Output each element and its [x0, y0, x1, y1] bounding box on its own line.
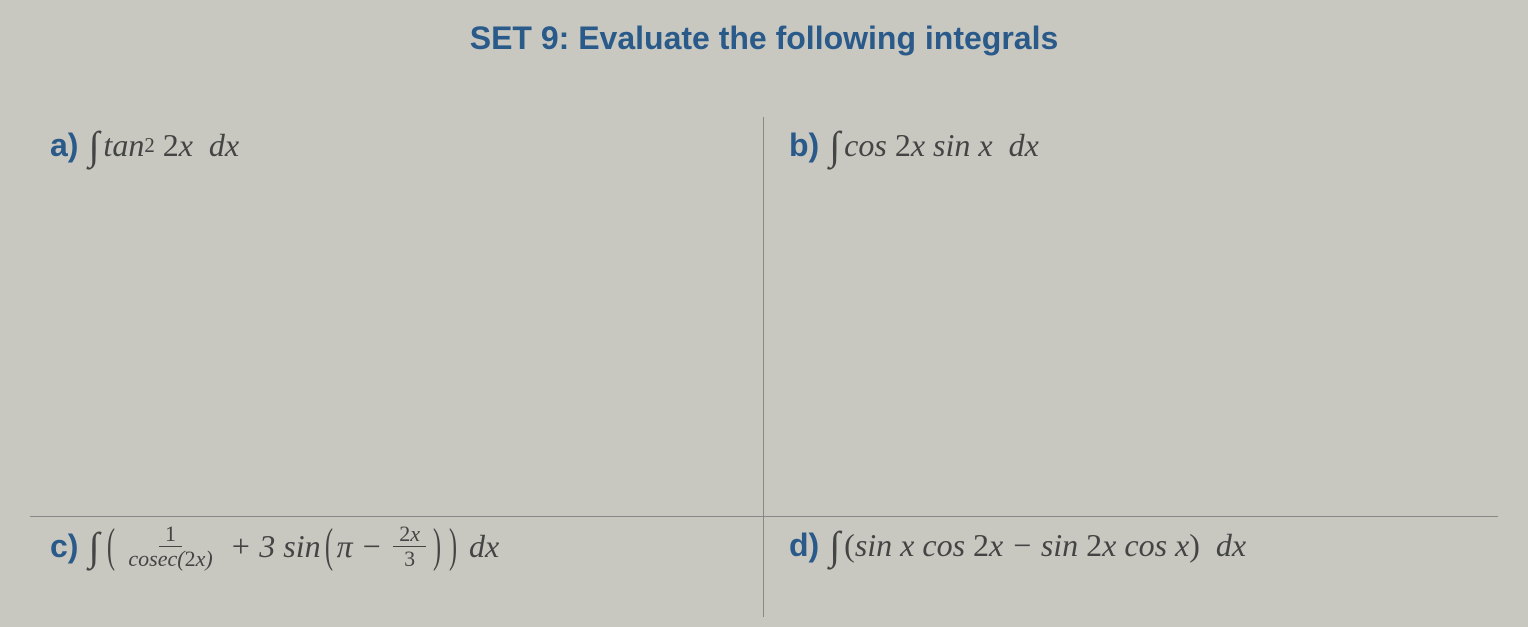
math-text [914, 527, 922, 564]
math-text: cos [922, 527, 965, 564]
problem-expression-d: ∫ (sin x cos 2x − sin 2x cos x) dx [829, 522, 1246, 569]
frac-den: cosec(2x) [122, 547, 218, 571]
math-text: x [900, 527, 914, 564]
math-text: cos [844, 127, 887, 164]
problem-c: c) ∫ ( 1 cosec(2x) + 3 sin ( π − [50, 522, 743, 571]
math-text: π [337, 528, 353, 565]
math-text [1003, 527, 1011, 564]
math-text: 2 [163, 127, 179, 164]
problem-cell-c: c) ∫ ( 1 cosec(2x) + 3 sin ( π − [30, 517, 764, 617]
math-text [887, 127, 895, 164]
rparen: ) [433, 527, 441, 565]
math-text [193, 127, 209, 164]
problem-expression-c: ∫ ( 1 cosec(2x) + 3 sin ( π − 2x 3 [88, 522, 499, 571]
math-text [1078, 527, 1086, 564]
lparen: ( [844, 527, 855, 564]
math-text: x [978, 127, 992, 164]
math-text [925, 127, 933, 164]
math-text: ) [205, 546, 212, 571]
fraction: 1 cosec(2x) [122, 522, 218, 571]
math-text [155, 127, 163, 164]
rparen: ) [449, 527, 457, 565]
integral-symbol: ∫ [829, 122, 840, 169]
integral-symbol: ∫ [88, 523, 99, 570]
math-text [1116, 527, 1124, 564]
math-text: x [410, 521, 420, 546]
rparen: ) [1189, 527, 1200, 564]
math-text [892, 527, 900, 564]
problem-grid: a) ∫ tan2 2x dx b) ∫ cos 2x sin x [30, 117, 1498, 617]
math-text [461, 528, 469, 565]
math-text: 2 [185, 546, 196, 571]
problem-cell-a: a) ∫ tan2 2x dx [30, 117, 764, 517]
integral-symbol: ∫ [88, 122, 99, 169]
math-text [222, 528, 230, 565]
math-text: x [196, 546, 206, 571]
math-text: 2 [399, 521, 410, 546]
problem-expression-b: ∫ cos 2x sin x dx [829, 122, 1039, 169]
math-text: dx [469, 528, 499, 565]
problem-label-a: a) [50, 127, 78, 164]
worksheet: SET 9: Evaluate the following integrals … [0, 0, 1528, 627]
math-text: 2 [973, 527, 989, 564]
problem-a: a) ∫ tan2 2x dx [50, 122, 743, 169]
math-text: dx [1009, 127, 1039, 164]
lparen: ( [107, 527, 115, 565]
problem-label-d: d) [789, 527, 819, 564]
math-text [993, 127, 1009, 164]
math-text: − [361, 528, 383, 565]
problem-cell-d: d) ∫ (sin x cos 2x − sin 2x cos x) dx [764, 517, 1498, 617]
problem-label-c: c) [50, 528, 78, 565]
math-text: cos [1124, 527, 1167, 564]
math-text: x [989, 527, 1003, 564]
fraction: 2x 3 [393, 522, 426, 571]
math-text: 2 [895, 127, 911, 164]
math-text: sin [933, 127, 970, 164]
math-text: dx [1216, 527, 1246, 564]
math-text: − [1011, 527, 1033, 564]
math-text: + 3 sin [230, 528, 321, 565]
problem-expression-a: ∫ tan2 2x dx [88, 122, 239, 169]
math-text: cosec( [128, 546, 184, 571]
problem-b: b) ∫ cos 2x sin x dx [789, 122, 1478, 169]
frac-den: 3 [398, 547, 421, 571]
problem-label-b: b) [789, 127, 819, 164]
math-text [1200, 527, 1216, 564]
math-text [353, 528, 361, 565]
math-sup: 2 [144, 134, 154, 158]
integral-symbol: ∫ [829, 522, 840, 569]
frac-num: 1 [159, 522, 182, 547]
math-text: dx [209, 127, 239, 164]
problem-d: d) ∫ (sin x cos 2x − sin 2x cos x) dx [789, 522, 1478, 569]
math-text [1167, 527, 1175, 564]
math-text: x [911, 127, 925, 164]
math-text: sin [1041, 527, 1078, 564]
page-title: SET 9: Evaluate the following integrals [30, 20, 1498, 57]
math-text [1033, 527, 1041, 564]
math-text: x [179, 127, 193, 164]
frac-num: 2x [393, 522, 426, 547]
math-text [965, 527, 973, 564]
math-text [382, 528, 390, 565]
math-text: 2 [1086, 527, 1102, 564]
math-text: x [1175, 527, 1189, 564]
problem-cell-b: b) ∫ cos 2x sin x dx [764, 117, 1498, 517]
math-text: tan [103, 127, 144, 164]
math-text: sin [855, 527, 892, 564]
math-text: x [1102, 527, 1116, 564]
lparen: ( [325, 527, 333, 565]
